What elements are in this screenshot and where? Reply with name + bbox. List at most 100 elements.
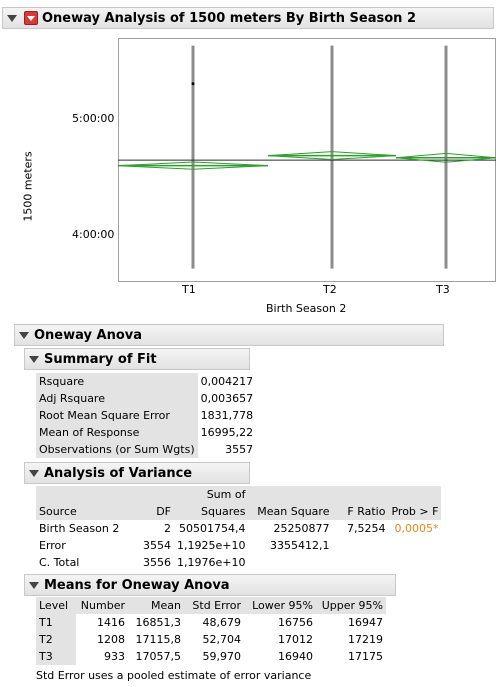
chart: 1500 meters 5:00:00 4:00:00 T1 T2 T3 Bir… [0,30,496,320]
col-header-number: Number [76,597,128,614]
df-cell: 3554 [143,539,171,552]
x-tick-label-t3: T3 [436,283,450,296]
stat-value: 3557 [225,443,254,456]
table-row: T3 933 17057,5 59,970 16940 17175 [36,648,386,665]
table-row: Observations (or Sum Wgts) 3557 [36,441,256,458]
table-row: Mean of Response 16995,22 [36,424,256,441]
col-header-df: DF [134,503,174,520]
stat-value: 0,004217 [200,375,254,388]
y-axis-label: 1500 meters [21,151,35,222]
outlier-point [191,82,195,86]
summary-of-fit-title: Summary of Fit [44,351,157,367]
p-value-cell [388,537,441,554]
col-header-lower-95: Lower 95% [244,597,316,614]
disclosure-triangle-icon[interactable] [7,14,17,22]
level-cell: T1 [36,614,76,631]
f-ratio-cell [332,537,388,554]
stat-label: Mean of Response [36,424,198,441]
std-error-cell: 59,970 [202,650,242,663]
table-row: T1 1416 16851,3 48,679 16756 16947 [36,614,386,631]
lower-95-cell: 16940 [278,650,313,663]
col-header-level: Level [36,597,76,614]
stat-label: Adj Rsquare [36,390,198,407]
means-diamond [395,152,496,163]
stat-label: Observations (or Sum Wgts) [36,441,198,458]
oneway-anova-header: Oneway Anova [14,324,444,346]
table-row: Error 3554 1,1925e+10 3355412,1 [36,537,441,554]
x-tick-label-t1: T1 [182,283,196,296]
number-cell: 1416 [97,616,125,629]
disclosure-triangle-icon[interactable] [19,331,29,339]
table-row: Adj Rsquare 0,003657 [36,390,256,407]
col-header-upper-95: Upper 95% [316,597,386,614]
table-row: Birth Season 2 2 50501754,4 25250877 7,5… [36,520,441,537]
f-ratio-cell: 7,5254 [346,522,386,535]
source-cell: Birth Season 2 [39,522,120,535]
source-cell: Error [39,539,66,552]
col-header-ss-bottom: Squares [174,503,249,520]
lower-95-cell: 17012 [278,633,313,646]
p-value-cell [388,554,441,571]
std-error-cell: 48,679 [202,616,242,629]
stat-value: 0,003657 [200,392,254,405]
report-header: Oneway Analysis of 1500 meters By Birth … [2,7,494,29]
plot-frame[interactable] [118,38,496,282]
ss-cell: 1,1976e+10 [177,556,246,569]
summary-of-fit-header: Summary of Fit [24,348,250,370]
summary-of-fit-table: Rsquare 0,004217 Adj Rsquare 0,003657 Root… [36,373,256,458]
col-header-mean: Mean [128,597,184,614]
number-cell: 1208 [97,633,125,646]
analysis-of-variance-header: Analysis of Variance [24,462,250,484]
p-value-cell: 0,0005* [394,522,439,535]
means-title: Means for Oneway Anova [44,577,230,593]
ms-cell [248,554,332,571]
ss-cell: 50501754,4 [179,522,246,535]
disclosure-triangle-icon[interactable] [29,355,39,363]
mean-cell: 17057,5 [135,650,182,663]
col-header-source: Source [36,503,134,520]
table-row: Root Mean Square Error 1831,778 [36,407,256,424]
stat-label: Rsquare [36,373,198,390]
analysis-of-variance-title: Analysis of Variance [44,465,193,481]
std-error-cell: 52,704 [202,633,242,646]
upper-95-cell: 17175 [348,650,383,663]
upper-95-cell: 17219 [348,633,383,646]
means-table: Level Number Mean Std Error Lower 95% Up… [36,597,386,665]
mean-cell: 17115,8 [135,633,182,646]
level-cell: T2 [36,631,76,648]
x-axis-label: Birth Season 2 [266,302,347,315]
table-row: T2 1208 17115,8 52,704 17012 17219 [36,631,386,648]
f-ratio-cell [332,554,388,571]
table-header-row: Level Number Mean Std Error Lower 95% Up… [36,597,386,614]
stat-value: 16995,22 [200,426,254,439]
col-header-ms: Mean Square [248,503,333,520]
red-triangle-menu-icon[interactable] [24,11,38,25]
analysis-of-variance-table: Sum of Source DF Squares Mean Square F R… [36,486,442,571]
mean-cell: 16851,3 [135,616,182,629]
number-cell: 933 [104,650,125,663]
ms-cell: 25250877 [273,522,330,535]
y-tick-label: 5:00:00 [72,112,115,125]
means-header: Means for Oneway Anova [24,574,396,596]
stat-label: Root Mean Square Error [36,407,198,424]
ms-cell: 3355412,1 [269,539,330,552]
table-header-row: Source DF Squares Mean Square F Ratio Pr… [36,503,442,520]
lower-95-cell: 16756 [278,616,313,629]
x-tick-label-t2: T2 [323,283,337,296]
oneway-anova-title: Oneway Anova [34,327,142,343]
ss-cell: 1,1925e+10 [177,539,246,552]
disclosure-triangle-icon[interactable] [29,469,39,477]
level-cell: T3 [36,648,76,665]
disclosure-triangle-icon[interactable] [29,581,39,589]
stat-value: 1831,778 [200,409,254,422]
col-header-p: Prob > F [388,503,442,520]
source-cell: C. Total [39,556,80,569]
report-title: Oneway Analysis of 1500 meters By Birth … [42,10,416,26]
df-cell: 3556 [143,556,171,569]
df-cell: 2 [164,522,171,535]
col-header-std-error: Std Error [184,597,244,614]
table-row: Rsquare 0,004217 [36,373,256,390]
col-header-ss-top: Sum of [174,486,249,503]
col-header-f: F Ratio [332,503,389,520]
upper-95-cell: 16947 [348,616,383,629]
